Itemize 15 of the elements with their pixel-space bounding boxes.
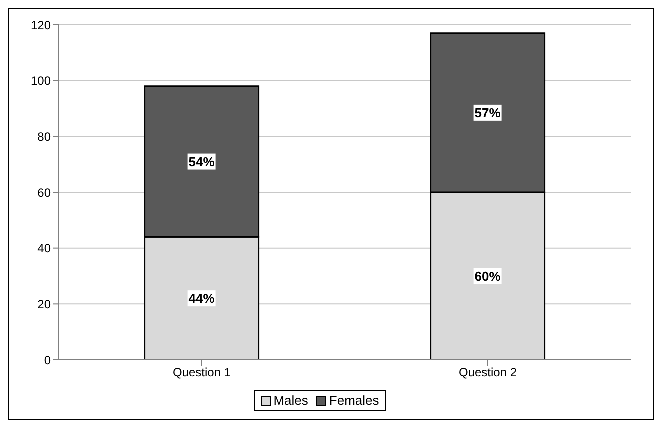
y-tick-label: 60 [38, 186, 52, 200]
data-label: 44% [188, 291, 216, 306]
x-tick-label: Question 2 [458, 366, 518, 380]
legend-label: Females [328, 393, 380, 408]
x-tick-label: Question 1 [172, 366, 232, 380]
y-tick-label: 20 [38, 297, 52, 312]
data-label: 60% [474, 268, 502, 284]
data-label: 54% [188, 154, 216, 170]
data-label: 57% [474, 105, 502, 120]
y-tick-label: 0 [44, 353, 52, 368]
y-tick-label: 120 [30, 18, 52, 32]
legend-label: Males [272, 393, 308, 408]
y-tick-label: 80 [38, 130, 52, 144]
y-tick-label: 40 [38, 242, 52, 256]
y-tick-label: 100 [30, 74, 52, 88]
